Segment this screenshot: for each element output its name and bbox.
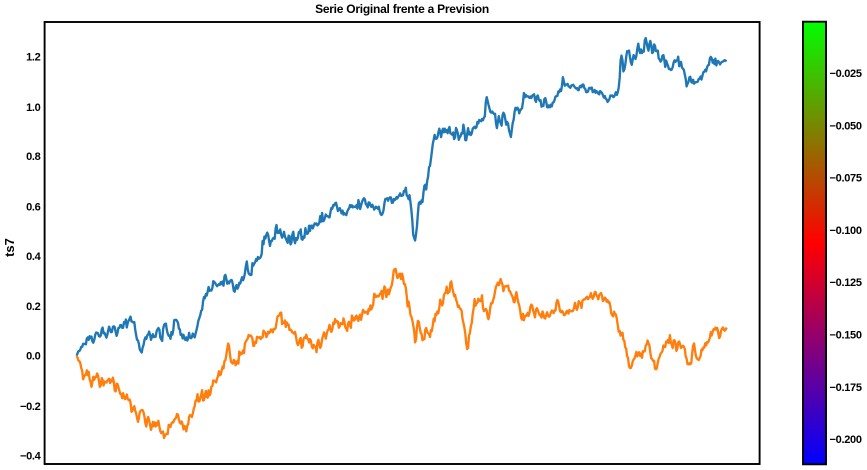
svg-text:−0.100: −0.100 <box>830 225 862 237</box>
svg-text:Serie Original frente a Previs: Serie Original frente a Prevision <box>315 2 489 16</box>
svg-text:0.4: 0.4 <box>26 251 42 263</box>
svg-text:−0.150: −0.150 <box>830 330 862 342</box>
svg-text:−0.075: −0.075 <box>830 173 862 185</box>
svg-text:−0.050: −0.050 <box>830 120 862 132</box>
svg-text:0.0: 0.0 <box>26 351 41 363</box>
svg-text:0.2: 0.2 <box>26 301 41 313</box>
svg-text:−0.125: −0.125 <box>830 277 862 289</box>
svg-text:−0.200: −0.200 <box>830 434 862 446</box>
svg-text:−0.175: −0.175 <box>830 382 862 394</box>
svg-text:−0.025: −0.025 <box>830 68 862 80</box>
svg-text:0.8: 0.8 <box>26 151 41 163</box>
svg-text:−0.4: −0.4 <box>20 450 42 462</box>
svg-text:−0.2: −0.2 <box>20 401 41 413</box>
svg-text:1.2: 1.2 <box>26 52 41 64</box>
svg-text:ts7: ts7 <box>2 238 17 257</box>
svg-text:1.0: 1.0 <box>26 102 41 114</box>
svg-text:0.6: 0.6 <box>26 202 41 214</box>
